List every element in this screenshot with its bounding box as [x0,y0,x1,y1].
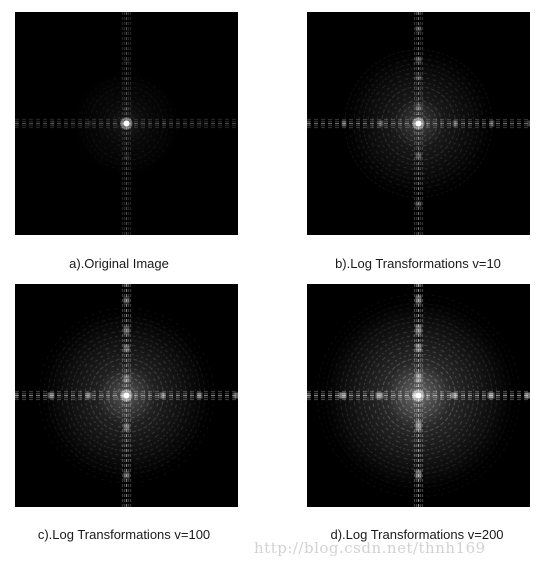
spectrum-svg [307,12,530,235]
caption-log-v200: d).Log Transformations v=200 [330,527,504,542]
spectrum-image-log-v200 [307,284,530,507]
watermark-text: http://blog.csdn.net/thnh169 [254,539,486,557]
spectrum-image-original [15,12,238,235]
caption-original-image: a).Original Image [69,256,169,271]
spectrum-svg [15,12,238,235]
spectrum-image-log-v10 [307,12,530,235]
caption-log-v100: c).Log Transformations v=100 [37,527,211,542]
spectrum-image-log-v100 [15,284,238,507]
spectrum-svg [15,284,238,507]
spectrum-svg [307,284,530,507]
caption-log-v10: b).Log Transformations v=10 [335,256,501,271]
